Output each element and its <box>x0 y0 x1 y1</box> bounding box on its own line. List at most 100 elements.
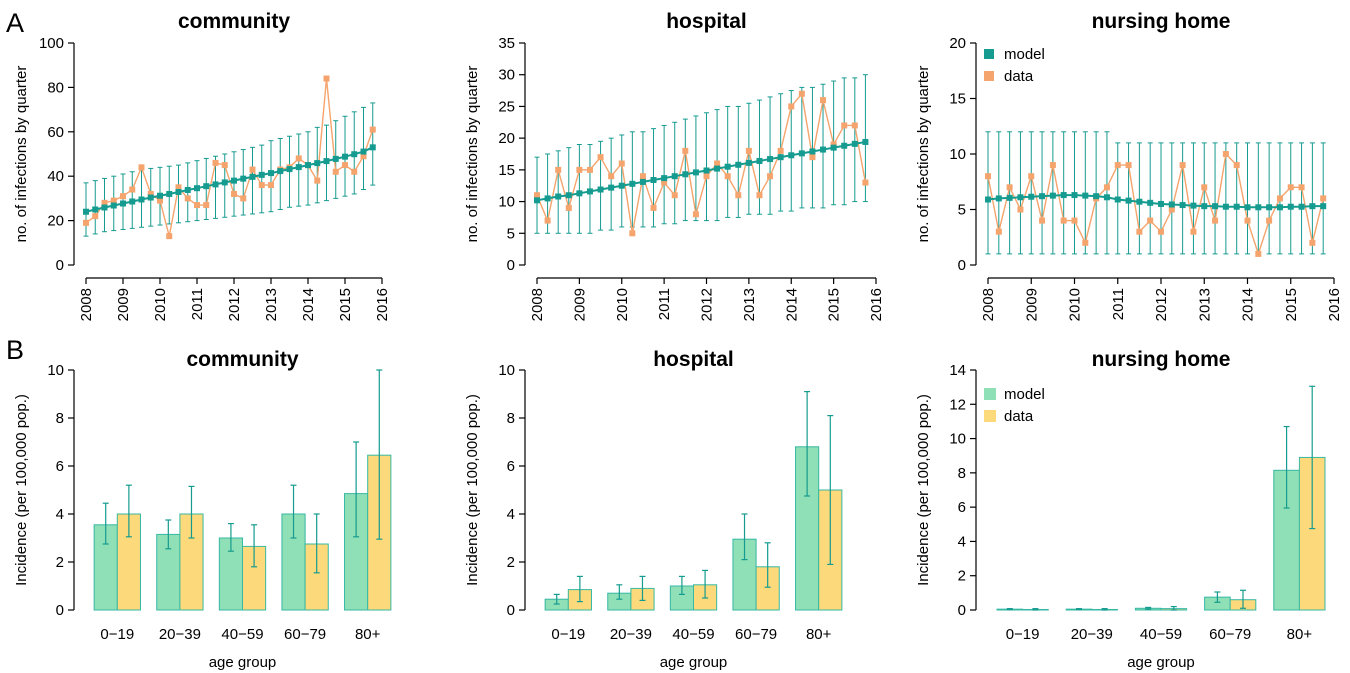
data-series-line <box>987 152 1324 257</box>
data-point <box>1309 239 1316 246</box>
model-point <box>240 175 247 182</box>
data-point <box>534 192 540 199</box>
data-point <box>138 164 145 171</box>
model-point <box>756 157 763 164</box>
data-point <box>295 155 302 162</box>
model-point <box>1190 202 1197 209</box>
y-tick-label: 6 <box>56 458 64 475</box>
chart-panel-4: hospital 0 2 4 6 8 10 Incidence (per 100,000 po… <box>464 348 843 671</box>
data-point <box>212 159 219 166</box>
chart-title: community <box>178 10 290 33</box>
model-point <box>268 170 274 177</box>
y-tick-label: 15 <box>949 91 966 108</box>
model-point <box>147 194 154 201</box>
legend-swatch-data <box>984 71 994 81</box>
data-point <box>166 233 173 240</box>
model-point <box>841 142 848 149</box>
data-point <box>576 166 583 173</box>
model-point <box>724 163 731 170</box>
chart-title: community <box>186 348 298 371</box>
model-point <box>661 175 668 182</box>
data-point <box>249 166 256 173</box>
x-tick-label: 20−39 <box>159 626 201 643</box>
data-point <box>1212 217 1219 224</box>
model-point <box>1125 197 1132 204</box>
model-point <box>1017 194 1024 201</box>
data-point <box>608 173 615 180</box>
model-point <box>565 192 572 199</box>
x-tick-label: 2010 <box>614 288 631 321</box>
model-point <box>1222 203 1229 210</box>
data-point <box>671 192 678 199</box>
data-point <box>809 154 816 161</box>
data-point <box>110 197 117 204</box>
x-tick-label: 2013 <box>1196 288 1213 321</box>
data-point <box>157 197 163 204</box>
y-tick-label: 20 <box>498 130 515 147</box>
y-axis-label: no. of infections by quarter <box>915 66 932 243</box>
model-point <box>639 178 646 185</box>
data-point <box>184 195 191 202</box>
model-point <box>184 186 191 193</box>
data-point <box>314 177 321 184</box>
x-tick-label: 2015 <box>826 288 843 321</box>
y-axis-label: Incidence (per 100,000 pop.) <box>464 394 481 586</box>
data-point <box>231 190 237 197</box>
model-point <box>1244 204 1251 211</box>
x-tick-label: 20−39 <box>610 626 652 643</box>
x-tick-label: 60−79 <box>1209 626 1251 643</box>
y-tick-label: 10 <box>498 194 515 211</box>
chart-title: nursing home <box>1092 348 1231 371</box>
model-point <box>714 165 721 172</box>
panel-letter-a: A <box>6 8 25 38</box>
x-tick-label: 2008 <box>980 288 997 321</box>
y-axis-label: no. of infections by quarter <box>13 66 30 243</box>
y-tick-label: 0 <box>958 602 966 619</box>
data-point <box>1244 217 1251 224</box>
data-point <box>735 192 742 199</box>
data-point <box>351 168 358 175</box>
legend-label-data: data <box>1004 408 1034 425</box>
model-point <box>995 195 1002 202</box>
model-point <box>1082 192 1089 199</box>
y-tick-label: 0 <box>56 602 64 619</box>
model-point <box>788 152 795 159</box>
chart-panel-2: nursing home 0 5 10 15 20 no. of infections by… <box>915 10 1343 321</box>
chart-panel-3: community 0 2 4 6 8 10 Incidence (per 100,000 p… <box>13 348 392 671</box>
x-tick-label: 60−79 <box>735 626 777 643</box>
y-tick-label: 100 <box>39 35 64 52</box>
data-point <box>1114 162 1121 169</box>
model-point <box>101 204 108 211</box>
y-tick-label: 8 <box>958 465 966 482</box>
model-point <box>618 182 625 189</box>
data-point <box>682 147 689 154</box>
model-point <box>544 195 551 202</box>
model-point <box>777 154 784 161</box>
model-point <box>203 183 210 190</box>
data-point <box>1298 184 1305 191</box>
legend-label-model: model <box>1004 386 1045 403</box>
data-point <box>1233 162 1240 169</box>
model-point <box>157 192 163 199</box>
y-tick-label: 8 <box>507 410 515 427</box>
model-point <box>1039 193 1046 200</box>
y-tick-label: 30 <box>498 67 515 84</box>
model-point <box>1071 192 1078 199</box>
y-tick-label: 0 <box>958 257 966 274</box>
data-point <box>203 202 210 209</box>
y-axis-label: no. of infections by quarter <box>464 66 481 243</box>
model-point <box>820 146 827 153</box>
legend-label-data: data <box>1004 68 1034 85</box>
data-point <box>724 173 731 180</box>
data-point <box>830 141 837 148</box>
chart-panel-0: community 0 20 40 60 80 100 no. of infections b… <box>13 10 391 321</box>
model-point <box>314 160 321 167</box>
model-point <box>629 180 636 187</box>
x-tick-label: 2008 <box>529 288 546 321</box>
data-point <box>1125 162 1132 169</box>
data-point <box>714 160 721 167</box>
model-point <box>1287 203 1294 210</box>
x-tick-label: 2016 <box>868 288 885 321</box>
model-point <box>555 193 562 200</box>
model-point <box>305 162 311 169</box>
